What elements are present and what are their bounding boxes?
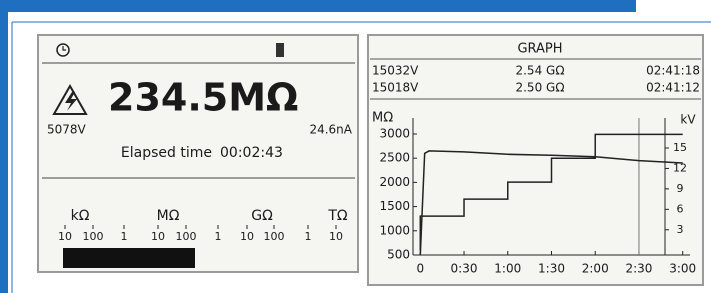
scale-number: 10 xyxy=(240,230,254,243)
y2-tick-label: 15 xyxy=(673,141,687,154)
y-tick-label: 3000 xyxy=(379,126,410,140)
voltage: 5078V xyxy=(47,123,87,137)
y2-tick-label: 9 xyxy=(677,182,684,195)
scale-unit: TΩ xyxy=(327,208,348,224)
x-tick-label: 2:30 xyxy=(625,262,652,276)
current: 24.6nA xyxy=(309,123,352,137)
screenshot: 234.5MΩ 5078V 24.6nA Elapsed time 00:02:… xyxy=(0,0,711,293)
y-tick-label: 1000 xyxy=(379,223,410,237)
scale-number: 100 xyxy=(264,230,285,243)
top-bar xyxy=(0,0,636,12)
scale-number: 10 xyxy=(151,230,165,243)
scale-number: 1 xyxy=(215,230,222,243)
table-cell: 02:41:18 xyxy=(646,64,700,78)
table-cell: 15032V xyxy=(372,64,419,78)
table-cell: 2.54 GΩ xyxy=(515,64,564,78)
y-tick-label: 500 xyxy=(387,248,410,262)
y2-tick-label: 3 xyxy=(677,223,684,236)
scale-number: 10 xyxy=(329,230,343,243)
scale-number: 100 xyxy=(176,230,197,243)
y-tick-label: 1500 xyxy=(379,199,410,213)
y2-axis-label: kV xyxy=(680,113,696,127)
battery-icon xyxy=(276,43,284,57)
table-cell: 15018V xyxy=(372,81,419,95)
left-border xyxy=(0,0,8,293)
x-tick-label: 1:00 xyxy=(494,262,521,276)
bargraph xyxy=(63,248,195,268)
scale-number: 100 xyxy=(83,230,104,243)
x-tick-label: 2:00 xyxy=(582,262,609,276)
x-tick-label: 0:30 xyxy=(451,262,478,276)
reading: 234.5MΩ xyxy=(108,76,298,120)
table-cell: 2.50 GΩ xyxy=(515,81,564,95)
y-tick-label: 2500 xyxy=(379,151,410,165)
y2-tick-label: 6 xyxy=(677,202,684,215)
y-axis-label: MΩ xyxy=(372,111,393,126)
scale-unit: MΩ xyxy=(157,208,180,224)
x-tick-label: 1:30 xyxy=(538,262,565,276)
scale-unit: GΩ xyxy=(251,208,273,224)
y-tick-label: 2000 xyxy=(379,175,410,189)
table-cell: 02:41:12 xyxy=(646,81,700,95)
elapsed-label: Elapsed time xyxy=(121,145,212,161)
scale-number: 1 xyxy=(305,230,312,243)
x-tick-label: 3:00 xyxy=(669,262,696,276)
scale-number: 1 xyxy=(121,230,128,243)
scale-unit: kΩ xyxy=(71,208,90,224)
elapsed-time: 00:02:43 xyxy=(220,145,283,161)
page: 234.5MΩ 5078V 24.6nA Elapsed time 00:02:… xyxy=(0,0,711,293)
x-tick-label: 0 xyxy=(416,262,424,276)
graph-title: GRAPH xyxy=(517,42,562,57)
scale-number: 10 xyxy=(58,230,72,243)
